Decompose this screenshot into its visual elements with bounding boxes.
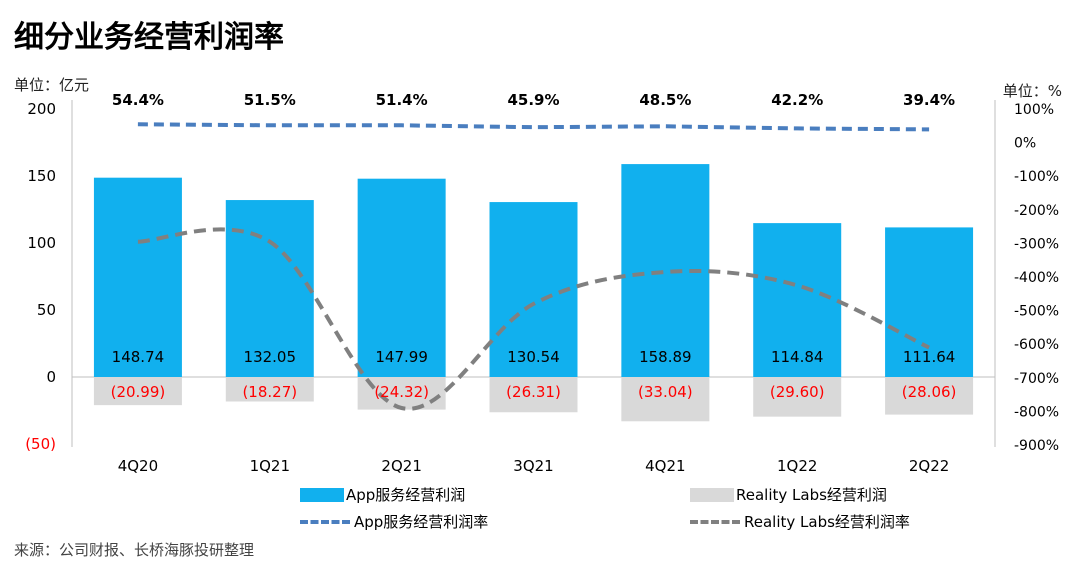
legend-app-margin: App服务经营利润率 (300, 511, 488, 532)
app-profit-data-label: 114.84 (771, 348, 824, 366)
app-profit-data-label: 158.89 (639, 348, 692, 366)
source-note: 来源：公司财报、长桥海豚投研整理 (14, 541, 255, 559)
right-axis-tick-label: 100% (1014, 102, 1054, 118)
x-axis-tick-label: 3Q21 (513, 457, 553, 475)
rl-profit-data-label: (18.27) (242, 383, 297, 401)
right-axis-tick-label: -800% (1014, 404, 1059, 420)
legend-app-bar-label: App服务经营利润 (346, 486, 466, 504)
left-axis-tick-label: 0 (46, 368, 56, 386)
app-profit-data-label: 130.54 (507, 348, 560, 366)
legend-rl-margin-label: Reality Labs经营利润率 (744, 513, 910, 531)
app-profit-bar (885, 227, 974, 377)
app-margin-data-label: 48.5% (639, 91, 691, 109)
legend-rl-bar: Reality Labs经营利润 (690, 484, 887, 505)
x-axis-tick-label: 4Q21 (645, 457, 685, 475)
chart-title: 细分业务经营利润率 (14, 20, 284, 55)
app-profit-bar (93, 177, 182, 377)
app-margin-data-label: 45.9% (507, 91, 559, 109)
rl-profit-bar (753, 377, 842, 417)
app-profit-bar (753, 223, 842, 377)
right-axis-tick-label: -500% (1014, 304, 1059, 320)
left-axis-tick-label: 100 (27, 234, 56, 252)
rl-profit-bar (225, 377, 314, 402)
legend-rl-bar-label: Reality Labs经营利润 (736, 486, 887, 504)
app-profit-data-label: 132.05 (244, 348, 297, 366)
right-axis-unit: 单位：% (1002, 82, 1062, 100)
right-axis-tick-label: -700% (1014, 371, 1059, 387)
rl-profit-data-label: (28.06) (902, 383, 957, 401)
right-axis-tick-label: -200% (1014, 203, 1059, 219)
x-axis-tick-label: 4Q20 (118, 457, 158, 475)
rl-profit-data-label: (26.31) (506, 383, 561, 401)
legend-rl-margin: Reality Labs经营利润率 (690, 511, 910, 532)
right-axis-tick-label: -600% (1014, 337, 1059, 353)
app-profit-bar (357, 178, 446, 377)
rl-profit-data-label: (29.60) (770, 383, 825, 401)
right-axis-tick-label: -100% (1014, 169, 1059, 185)
legend-rl-margin-swatch (690, 519, 740, 524)
right-axis-tick-label: -400% (1014, 270, 1059, 286)
left-axis-tick-label: 150 (27, 167, 56, 185)
app-profit-data-label: 147.99 (375, 348, 428, 366)
rl-profit-bar (489, 377, 578, 413)
x-axis-tick-label: 1Q21 (250, 457, 290, 475)
legend-app-bar: App服务经营利润 (300, 484, 465, 505)
rl-margin-line (137, 227, 930, 411)
rl-profit-data-label: (24.32) (374, 383, 429, 401)
right-axis-tick-label: -300% (1014, 236, 1059, 252)
app-margin-data-label: 39.4% (903, 91, 955, 109)
app-margin-data-label: 51.4% (376, 91, 428, 109)
legend-app-margin-label: App服务经营利润率 (354, 513, 489, 531)
rl-profit-bar (93, 377, 182, 406)
x-axis-tick-label: 2Q21 (381, 457, 421, 475)
left-axis-tick-label: (50) (25, 435, 56, 453)
rl-profit-data-label: (20.99) (111, 383, 166, 401)
left-axis-tick-label: 200 (27, 100, 56, 118)
app-profit-data-label: 111.64 (903, 348, 956, 366)
rl-profit-bar (357, 377, 446, 410)
app-margin-data-label: 42.2% (771, 91, 823, 109)
legend-app-bar-swatch (300, 487, 344, 502)
app-profit-data-label: 148.74 (112, 348, 165, 366)
right-axis-tick-label: -900% (1014, 438, 1059, 454)
rl-profit-data-label: (33.04) (638, 383, 693, 401)
left-axis-tick-label: 50 (37, 301, 56, 319)
right-axis-tick-label: 0% (1014, 136, 1036, 152)
legend-rl-bar-swatch (690, 487, 734, 502)
x-axis-tick-label: 1Q22 (777, 457, 817, 475)
app-margin-data-label: 51.5% (244, 91, 296, 109)
app-margin-line (137, 122, 930, 132)
legend-app-margin-swatch (300, 519, 350, 524)
left-axis-unit: 单位：亿元 (14, 76, 90, 94)
x-axis-tick-label: 2Q22 (909, 457, 949, 475)
app-margin-data-label: 54.4% (112, 91, 164, 109)
rl-profit-bar (621, 377, 710, 422)
rl-profit-bar (885, 377, 974, 415)
